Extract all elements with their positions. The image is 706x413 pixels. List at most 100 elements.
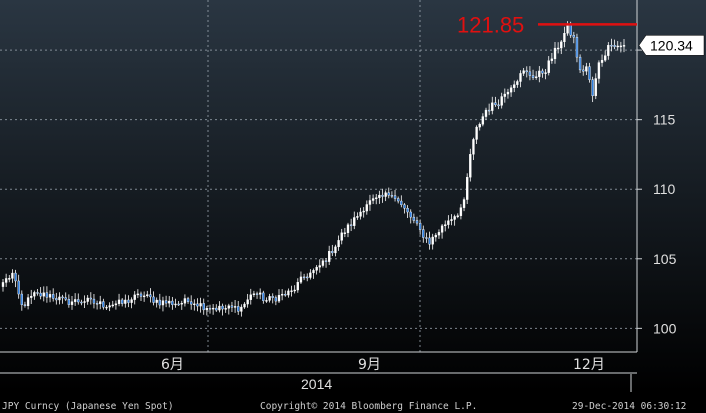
- candle-body: [321, 260, 325, 266]
- candle: [1, 278, 5, 292]
- candle: [105, 304, 108, 311]
- candle-body: [447, 220, 450, 225]
- candle-body: [80, 301, 83, 304]
- candle-body: [221, 305, 224, 310]
- candle-body: [522, 70, 525, 74]
- candle: [500, 92, 503, 109]
- candle: [265, 297, 268, 303]
- candle-body: [183, 298, 187, 304]
- candle-body: [528, 71, 532, 76]
- candle: [293, 285, 296, 294]
- candle-body: [42, 292, 45, 297]
- candle: [619, 41, 623, 53]
- candle-body: [453, 216, 456, 220]
- candle: [334, 244, 337, 257]
- candle: [124, 294, 127, 308]
- candle: [296, 278, 299, 293]
- candle: [491, 96, 494, 115]
- candle-body: [26, 297, 30, 307]
- candle-body: [469, 154, 472, 178]
- candle: [572, 31, 575, 44]
- candle: [475, 125, 478, 145]
- candle: [199, 297, 202, 313]
- candle-body: [324, 260, 328, 262]
- candle: [215, 304, 218, 312]
- candle-body: [58, 296, 61, 301]
- candle: [39, 287, 42, 300]
- candle: [240, 304, 243, 317]
- candle-body: [362, 210, 365, 213]
- candle-body: [475, 126, 478, 140]
- candle: [42, 286, 45, 302]
- candle-body: [397, 198, 400, 202]
- y-tick-label-100: 100: [653, 320, 677, 336]
- candle-body: [124, 299, 127, 304]
- candle-body: [158, 299, 161, 306]
- candle-body: [196, 303, 199, 307]
- x-tick-label-dec: 12月: [573, 357, 605, 373]
- candle-body: [422, 229, 425, 238]
- candle: [45, 286, 49, 303]
- candle: [437, 229, 441, 239]
- candle-body: [230, 305, 234, 308]
- candle-body: [70, 301, 74, 305]
- candle: [155, 297, 158, 308]
- candle: [202, 298, 205, 315]
- candle: [180, 300, 183, 310]
- candle: [349, 218, 353, 232]
- candle-body: [575, 36, 579, 58]
- candle: [604, 50, 607, 62]
- candle: [211, 304, 215, 315]
- candle-body: [202, 303, 205, 311]
- candle: [315, 265, 318, 275]
- candle: [14, 269, 17, 288]
- candle: [268, 293, 271, 303]
- candle: [306, 273, 309, 282]
- candle: [528, 66, 532, 81]
- candle: [616, 41, 619, 51]
- candle: [55, 292, 58, 305]
- candle: [205, 305, 209, 316]
- candle: [33, 290, 36, 300]
- candle: [186, 296, 190, 304]
- candle: [481, 113, 485, 127]
- candle: [183, 294, 187, 307]
- candle: [23, 301, 27, 308]
- candle: [168, 296, 171, 308]
- candle-body: [409, 211, 412, 218]
- candle: [17, 274, 20, 299]
- candle: [393, 190, 397, 202]
- candle: [353, 211, 356, 230]
- candle-body: [381, 194, 384, 197]
- candle: [418, 219, 422, 235]
- candle: [578, 54, 582, 73]
- candle-body: [610, 45, 613, 47]
- candle-body: [349, 224, 353, 226]
- candle: [77, 293, 80, 305]
- candle: [99, 295, 102, 310]
- candle: [255, 291, 259, 299]
- candle-body: [180, 303, 183, 305]
- candle: [321, 258, 325, 268]
- candle: [161, 296, 165, 312]
- candle-body: [497, 104, 500, 107]
- candle-body: [259, 292, 262, 295]
- candle: [102, 298, 105, 310]
- candle: [8, 275, 11, 283]
- candle-body: [538, 70, 541, 77]
- candle: [114, 300, 118, 310]
- candle: [331, 244, 334, 257]
- candle: [422, 225, 425, 243]
- candle: [368, 194, 372, 211]
- candle-body: [290, 290, 293, 292]
- candle-body: [375, 197, 378, 199]
- candle: [362, 207, 365, 218]
- candle-body: [161, 300, 165, 306]
- candle: [237, 300, 240, 315]
- candle: [594, 73, 597, 100]
- candle: [208, 304, 212, 314]
- candle: [221, 303, 224, 316]
- candle-body: [418, 222, 422, 230]
- candle-body: [331, 251, 334, 254]
